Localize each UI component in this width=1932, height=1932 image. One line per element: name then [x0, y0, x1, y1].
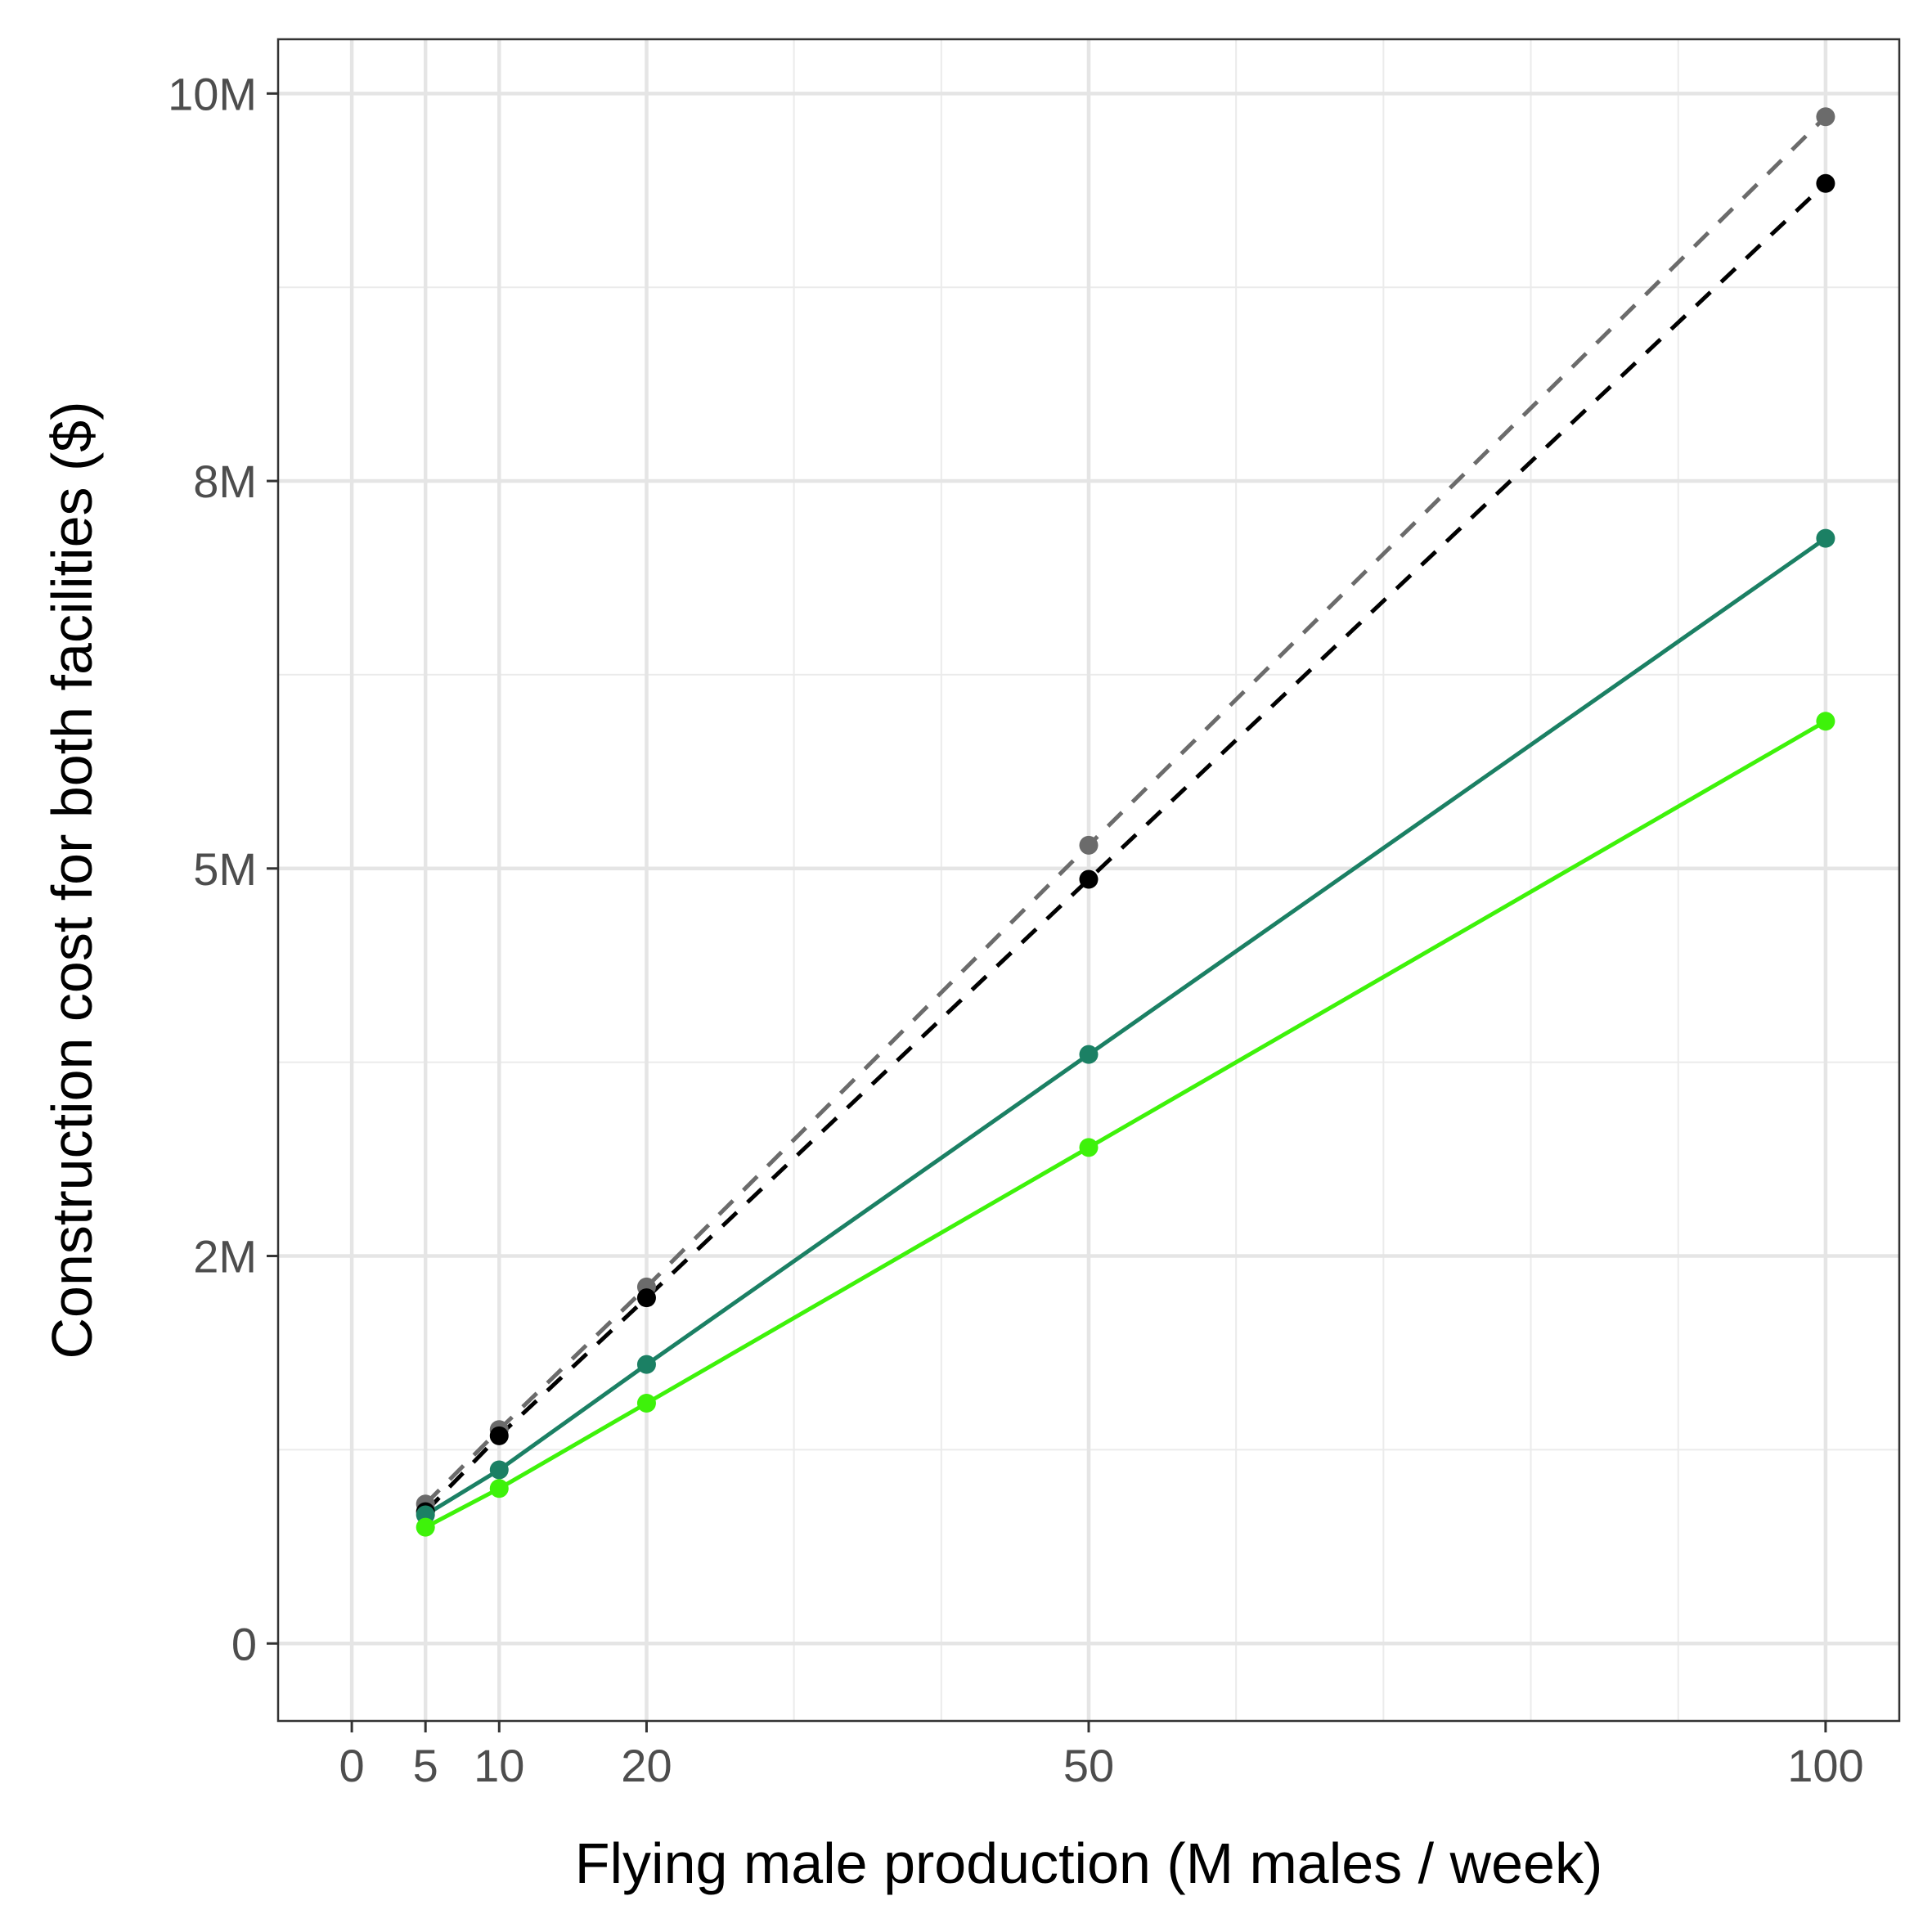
y-tick-label: 2M — [193, 1231, 257, 1283]
y-tick-label: 0 — [231, 1618, 257, 1669]
x-axis-title: Flying male production (M males / week) — [575, 1831, 1603, 1895]
y-tick-label: 10M — [168, 68, 257, 119]
series-2-point — [1816, 173, 1835, 193]
y-axis-ticks: 0 2M 5M 8M 10M — [168, 68, 278, 1669]
series-4-point — [489, 1479, 509, 1498]
x-tick-label: 0 — [339, 1740, 365, 1791]
series-1-point — [1816, 107, 1835, 127]
y-tick-label: 5M — [193, 843, 257, 895]
series-layer — [416, 107, 1835, 1537]
x-tick-label: 50 — [1063, 1740, 1114, 1791]
x-tick-label: 5 — [413, 1740, 438, 1791]
y-axis-title: Construction cost for both facilities ($… — [40, 401, 104, 1359]
series-line-2 — [424, 182, 1827, 1513]
series-4-point — [636, 1394, 656, 1413]
series-3-point — [1079, 1045, 1099, 1064]
series-3-point — [1816, 528, 1835, 548]
x-tick-label: 20 — [621, 1740, 672, 1791]
series-3-point — [636, 1355, 656, 1374]
series-1-point — [1079, 835, 1099, 855]
series-4-point — [416, 1517, 435, 1537]
series-3-point — [489, 1460, 509, 1480]
series-4-point — [1816, 712, 1835, 731]
series-2-point — [636, 1288, 656, 1308]
series-2-point — [1079, 869, 1099, 889]
series-4-point — [1079, 1138, 1099, 1157]
x-tick-label: 100 — [1787, 1740, 1863, 1791]
x-tick-label: 10 — [474, 1740, 524, 1791]
y-tick-label: 8M — [193, 456, 257, 507]
series-2-point — [489, 1426, 509, 1445]
x-axis-ticks: 0 5 10 20 50 100 — [339, 1721, 1864, 1791]
